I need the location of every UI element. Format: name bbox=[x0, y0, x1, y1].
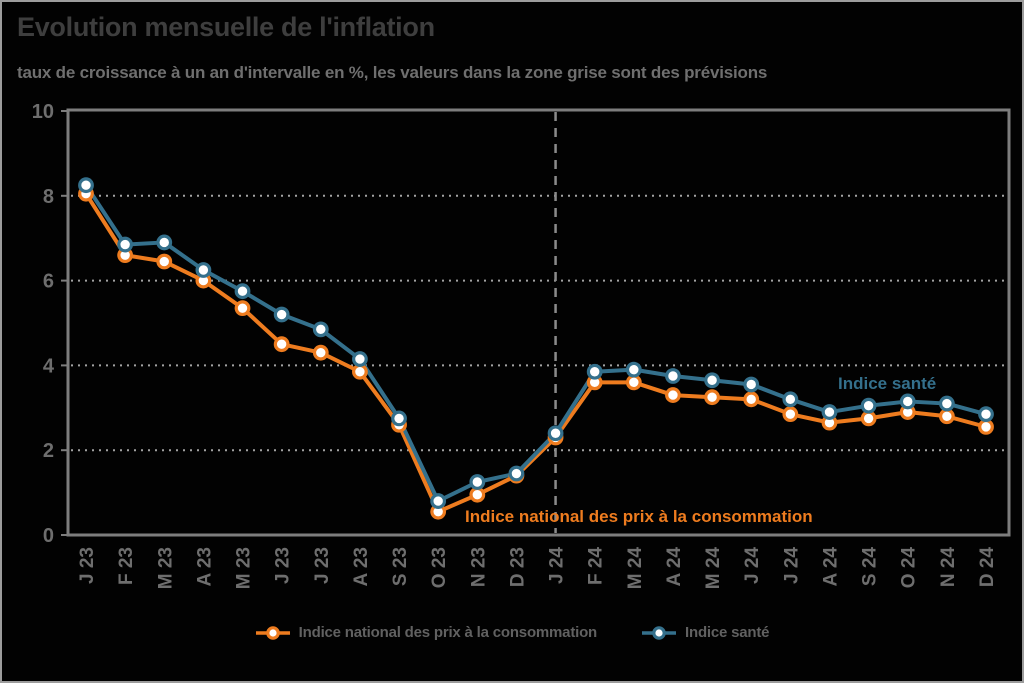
legend-label-cpi: Indice national des prix à la consommati… bbox=[298, 624, 598, 641]
legend: Indice national des prix à la consommati… bbox=[2, 624, 1022, 641]
sante-marker bbox=[899, 393, 916, 410]
x-tick-label: J 23 bbox=[77, 547, 98, 584]
sante-marker bbox=[195, 262, 212, 278]
sante-marker bbox=[508, 465, 525, 482]
y-tick-label: 6 bbox=[43, 271, 54, 293]
cpi-marker bbox=[704, 389, 720, 406]
x-tick-label: A 23 bbox=[351, 547, 372, 586]
sante-marker bbox=[430, 493, 447, 509]
x-tick-label: J 24 bbox=[547, 547, 568, 584]
sante-marker bbox=[156, 234, 173, 251]
cpi-marker bbox=[938, 408, 955, 425]
cpi-marker bbox=[312, 344, 329, 361]
sante-marker bbox=[117, 236, 134, 253]
legend-item-sante: Indice santé bbox=[641, 624, 770, 641]
page-title: Evolution mensuelle de l'inflation bbox=[17, 12, 435, 42]
cpi-marker bbox=[352, 363, 368, 380]
sante-marker bbox=[78, 177, 94, 194]
sante-marker bbox=[782, 391, 799, 408]
x-tick-label: A 23 bbox=[194, 547, 215, 586]
x-tick-label: F 24 bbox=[586, 547, 607, 585]
cpi-marker bbox=[156, 253, 173, 270]
cpi-marker bbox=[860, 410, 877, 427]
y-tick-label: 4 bbox=[43, 355, 55, 377]
sante-marker bbox=[860, 397, 877, 414]
cpi-marker bbox=[743, 391, 760, 408]
sante-marker bbox=[547, 425, 564, 442]
sante-series-marker-icon bbox=[642, 625, 677, 640]
cpi-marker bbox=[234, 300, 251, 317]
x-tick-label: M 23 bbox=[234, 547, 255, 589]
sante-marker bbox=[665, 368, 681, 384]
sante-marker bbox=[978, 406, 994, 423]
cpi-marker bbox=[273, 336, 290, 353]
sante-marker bbox=[234, 283, 251, 300]
sante-marker bbox=[469, 474, 486, 490]
y-tick-label: 0 bbox=[43, 525, 54, 547]
x-tick-label: S 23 bbox=[390, 547, 411, 586]
sante-marker bbox=[352, 351, 368, 367]
sante-marker bbox=[391, 410, 407, 427]
x-tick-label: J 24 bbox=[781, 547, 802, 584]
sante-line bbox=[84, 183, 988, 504]
x-tick-label: S 24 bbox=[860, 547, 881, 587]
x-tick-label: J 23 bbox=[273, 547, 294, 584]
legend-label-sante: Indice santé bbox=[685, 624, 770, 641]
sante-marker bbox=[743, 376, 760, 393]
annotation-cpi: Indice national des prix à la consommati… bbox=[465, 507, 813, 526]
cpi-marker bbox=[978, 418, 994, 435]
plot-frame bbox=[66, 108, 1011, 537]
x-tick-label: O 24 bbox=[899, 547, 920, 589]
page-subtitle: taux de croissance à un an d'intervalle … bbox=[17, 63, 768, 82]
y-tick-label: 8 bbox=[43, 186, 54, 208]
x-tick-label: J 23 bbox=[312, 547, 333, 584]
sante-marker bbox=[586, 363, 603, 380]
x-tick-label: F 23 bbox=[116, 547, 137, 585]
cpi-marker bbox=[625, 374, 642, 391]
x-tick-label: M 23 bbox=[155, 547, 176, 589]
annotation-sante: Indice santé bbox=[838, 374, 937, 393]
cpi-marker bbox=[782, 406, 799, 423]
x-tick-label: A 24 bbox=[820, 547, 841, 587]
sante-marker bbox=[312, 321, 329, 338]
sante-marker bbox=[938, 395, 955, 412]
x-tick-label: D 24 bbox=[977, 547, 998, 588]
x-tick-label: J 24 bbox=[742, 547, 763, 584]
x-tick-label: O 23 bbox=[429, 547, 450, 588]
x-tick-label: A 24 bbox=[664, 547, 685, 587]
y-tick-label: 10 bbox=[32, 101, 54, 123]
cpi-line bbox=[84, 191, 988, 514]
x-tick-label: M 24 bbox=[703, 547, 724, 590]
x-tick-label: N 24 bbox=[938, 547, 959, 588]
sante-marker bbox=[273, 306, 290, 323]
sante-marker bbox=[625, 361, 642, 378]
cpi-marker bbox=[469, 486, 486, 503]
x-tick-label: N 23 bbox=[468, 547, 489, 587]
y-tick-label: 2 bbox=[43, 440, 54, 462]
cpi-marker bbox=[665, 387, 681, 403]
x-tick-label: M 24 bbox=[625, 547, 646, 590]
legend-item-cpi: Indice national des prix à la consommati… bbox=[255, 624, 597, 641]
sante-marker bbox=[821, 404, 838, 420]
sante-marker bbox=[704, 372, 720, 389]
cpi-series-marker-icon bbox=[255, 625, 290, 640]
x-tick-label: D 23 bbox=[507, 547, 528, 587]
